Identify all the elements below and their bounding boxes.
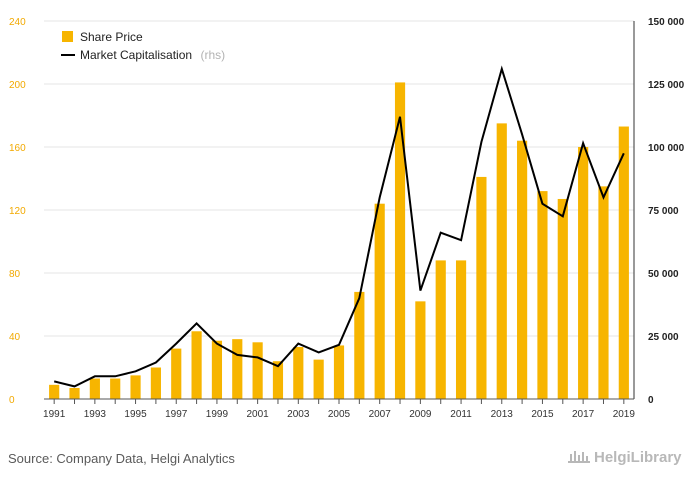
source-note: Source: Company Data, Helgi Analytics [8,451,235,466]
legend-label-rhs: (rhs) [201,48,226,62]
right-tick-label: 100 000 [648,143,685,154]
x-tick-label: 1999 [206,409,229,420]
market-cap-line [53,65,625,388]
share-price-bar [394,82,406,400]
right-tick-label: 0 [648,395,654,406]
share-price-bar [252,342,263,399]
share-price-bar [517,140,528,399]
library-icon [568,449,590,463]
left-y-axis: 0 40 80 120 160 200 240 [9,17,26,406]
share-price-bar [49,384,60,399]
share-price-bar [578,147,589,399]
x-tick-label: 1991 [43,409,66,420]
x-tick-label: 2005 [328,409,351,420]
x-tick-label: 1997 [165,409,188,420]
right-tick-label: 125 000 [648,80,685,91]
share-price-bar [211,340,223,399]
share-price-bar [455,260,467,399]
share-price-bar [415,301,426,399]
legend-label-market-cap: Market Capitalisation [80,48,192,62]
share-price-bar [272,361,284,399]
share-price-bar [89,378,100,399]
share-price-bar [110,378,121,399]
share-price-bar [171,348,182,399]
share-price-bar [130,375,141,399]
share-price-bar [232,339,243,399]
legend-swatch-share-price [62,31,73,42]
x-tick-label: 1995 [124,409,147,420]
x-tick-label: 2011 [450,409,472,420]
share-price-bars [49,82,629,400]
left-tick-label: 0 [9,395,15,406]
x-tick-label: 2003 [287,409,310,420]
right-tick-label: 150 000 [648,17,685,28]
share-price-bar [598,186,609,399]
share-price-bar [537,191,548,399]
x-tick-label: 2009 [409,409,432,420]
x-tick-label: 2017 [572,409,595,420]
share-price-bar [476,176,487,399]
legend: Share Price Market Capitalisation (rhs) [61,30,225,63]
share-price-bar [374,203,385,399]
legend-label-share-price: Share Price [80,30,143,44]
left-tick-label: 200 [9,80,26,91]
left-tick-label: 120 [9,206,26,217]
share-price-bar [150,367,161,399]
share-price-bar [333,345,345,399]
share-price-bar [435,260,446,399]
x-tick-label: 2001 [246,409,269,420]
share-price-bar [354,291,365,399]
x-tick-label: 1993 [84,409,107,420]
x-tick-label: 2019 [613,409,636,420]
right-tick-label: 50 000 [648,269,679,280]
market-cap-polyline [53,65,625,388]
right-tick-label: 75 000 [648,206,679,217]
left-tick-label: 80 [9,269,21,280]
share-price-bar [557,198,568,399]
right-y-axis: 0 25 000 50 000 75 000 100 000 125 000 150 000 [633,17,685,406]
x-axis: 1991 1993 1995 1997 1999 2001 2003 2005 2007 2009… [43,398,636,420]
left-tick-label: 40 [9,332,21,343]
x-tick-label: 2015 [531,409,554,420]
share-price-bar [618,126,629,400]
share-price-bar [496,123,507,399]
right-tick-label: 25 000 [648,332,679,343]
left-tick-label: 160 [9,143,26,154]
brand-logo: HelgiLibrary [568,449,682,466]
brand-name: HelgiLibrary [594,449,682,466]
left-tick-label: 240 [9,17,26,28]
grid-lines [44,20,634,337]
share-price-bar [69,387,80,399]
x-tick-label: 2013 [491,409,514,420]
share-price-bar [293,347,304,399]
x-tick-label: 2007 [369,409,392,420]
share-price-bar [191,331,202,399]
legend-entry-market-cap: Market Capitalisation (rhs) [80,46,225,63]
share-price-bar [313,359,324,399]
